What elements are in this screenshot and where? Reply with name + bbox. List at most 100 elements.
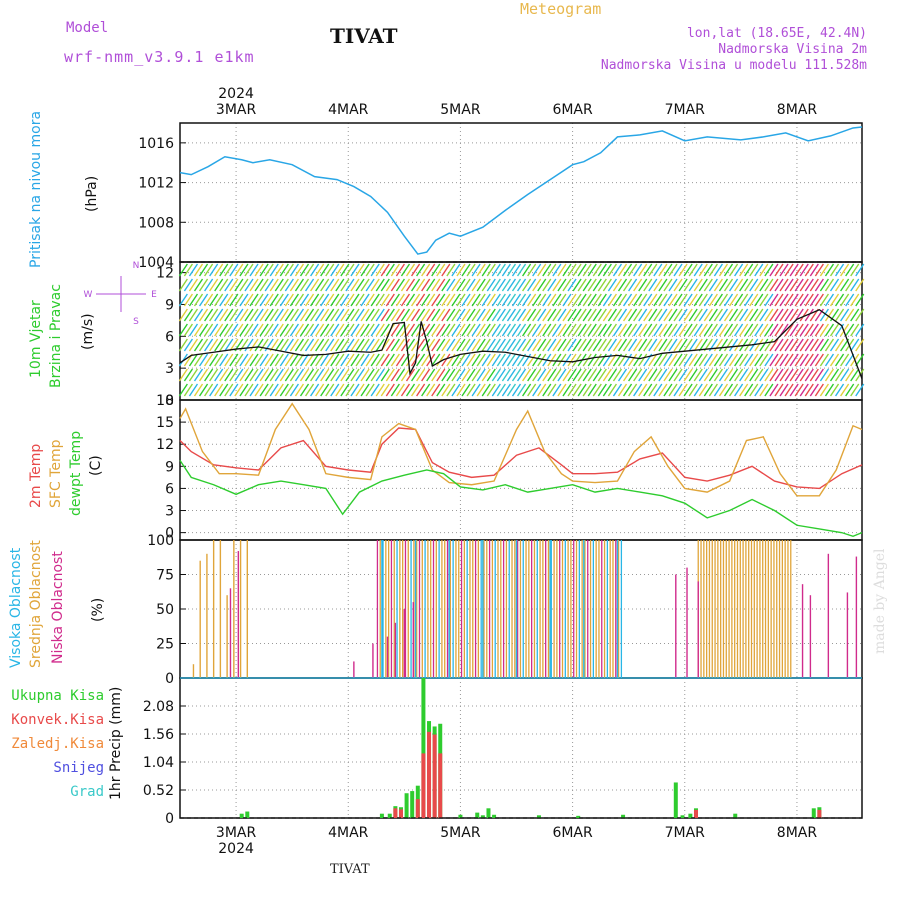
wind-barb	[648, 338, 658, 352]
wind-barb	[829, 383, 840, 397]
wind-barb	[330, 293, 340, 307]
wind-barb	[299, 293, 310, 307]
wind-barb	[845, 353, 855, 367]
wind-barb	[178, 383, 188, 397]
wind-barb	[259, 383, 269, 397]
wind-barb	[678, 353, 688, 367]
wind-barb	[673, 338, 683, 352]
wind-barb	[188, 293, 199, 307]
wind-barb	[638, 353, 648, 367]
wind-barb	[466, 353, 476, 367]
wind-barb	[365, 308, 375, 322]
wind-barb	[259, 278, 269, 292]
wind-barb	[345, 383, 355, 397]
wind-barb	[436, 323, 446, 337]
total-rain-bar	[688, 813, 693, 818]
conv-rain-bar	[393, 808, 398, 818]
wind-barb	[562, 338, 572, 352]
legend-conv-rain: Konvek.Kisa	[11, 712, 104, 728]
wind-barb	[693, 293, 703, 307]
wind-barb	[658, 338, 668, 352]
wind-barb	[516, 338, 527, 352]
wind-barb	[269, 293, 279, 307]
wind-barb	[784, 368, 794, 382]
sfc-temp-line	[179, 402, 863, 497]
wind-barb	[829, 263, 840, 277]
wind-barb	[491, 338, 501, 352]
wind-barb	[814, 383, 824, 397]
wind-barb	[562, 263, 572, 277]
wind-barb	[693, 308, 703, 322]
wind-barb	[315, 278, 325, 292]
wind-barb	[264, 323, 274, 337]
wind-barb	[552, 383, 562, 397]
wind-barb	[527, 323, 537, 337]
wind-barb	[628, 353, 638, 367]
wind-barb	[850, 308, 860, 322]
wind-barb	[628, 308, 638, 322]
wind-barb	[224, 353, 234, 367]
wind-barb	[522, 353, 532, 367]
wind-barb	[486, 263, 496, 277]
wind-barb	[224, 293, 234, 307]
wind-barb	[799, 353, 809, 367]
wind-barb	[436, 293, 446, 307]
wind-barb	[537, 278, 547, 292]
wind-barb	[845, 383, 855, 397]
wind-barb	[198, 308, 209, 322]
wind-barb	[249, 368, 259, 382]
wind-barb	[819, 278, 830, 292]
wind-barb	[633, 263, 643, 277]
wind-barb	[481, 308, 491, 322]
wind-barb	[299, 368, 310, 382]
wind-barb	[643, 263, 653, 277]
wind-barb	[809, 338, 819, 352]
wind-barb	[375, 263, 385, 277]
wind-barb	[607, 263, 618, 277]
wind-barb	[269, 323, 279, 337]
wind-barb	[471, 293, 481, 307]
wind-barb	[683, 323, 693, 337]
conv-rain-bar	[427, 731, 432, 818]
wind-barb	[799, 368, 809, 382]
wind-barb	[663, 383, 673, 397]
wind-barb	[426, 278, 436, 292]
wind-barb	[824, 353, 835, 367]
wind-barb	[617, 278, 628, 292]
wind-barb	[668, 338, 678, 352]
wind-barb	[749, 308, 759, 322]
wind-barb	[264, 308, 274, 322]
wind-barb	[496, 323, 506, 337]
wind-barb	[496, 353, 506, 367]
wind-barb	[370, 383, 380, 397]
wind-barb	[673, 353, 683, 367]
wind-barb	[501, 353, 512, 367]
wind-barb	[547, 368, 557, 382]
wind-barb	[562, 278, 572, 292]
wind-barb	[249, 338, 259, 352]
wind-barb	[244, 293, 254, 307]
wind-barb	[527, 293, 537, 307]
wind-barb	[663, 353, 673, 367]
wind-barb	[784, 353, 794, 367]
time-label-top: 8MAR	[777, 102, 818, 118]
wind-barb	[855, 323, 865, 337]
wind-barb	[688, 368, 698, 382]
wind-barb	[527, 263, 537, 277]
wind-barb	[759, 308, 769, 322]
wind-barb	[410, 308, 421, 322]
wind-barb	[728, 383, 739, 397]
wind-barb	[688, 308, 698, 322]
time-label-bottom: 7MAR	[665, 825, 706, 841]
wind-barb	[774, 263, 784, 277]
wind-barb	[516, 278, 527, 292]
total-rain-bar	[404, 793, 409, 818]
wind-barb	[380, 323, 390, 337]
wind-barb	[239, 383, 249, 397]
wind-barb	[310, 293, 320, 307]
wind-barb	[713, 278, 724, 292]
wind-barb	[431, 353, 441, 367]
wind-barb	[284, 278, 294, 292]
wind-barb	[380, 383, 390, 397]
wind-barb	[204, 308, 214, 322]
